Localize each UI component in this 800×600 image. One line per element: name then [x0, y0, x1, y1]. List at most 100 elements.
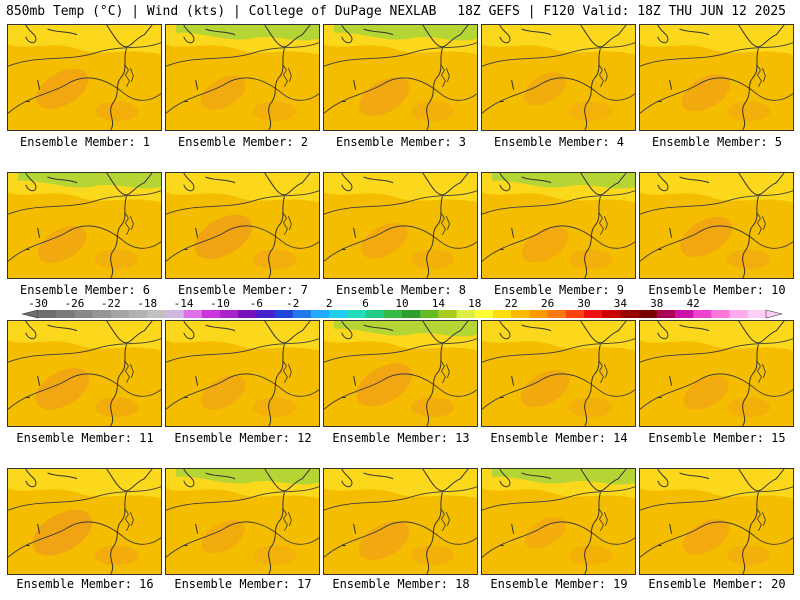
colorbar-swatch	[638, 310, 658, 318]
colorbar-swatch	[565, 310, 585, 318]
ensemble-panel-7	[165, 172, 320, 279]
colorbar-swatch	[456, 310, 476, 318]
ensemble-panel-20	[639, 468, 794, 575]
colorbar-swatch	[365, 310, 385, 318]
colorbar-tick-label: 42	[687, 297, 700, 310]
ensemble-panel-19	[481, 468, 636, 575]
colorbar-tick-label: -26	[64, 297, 84, 310]
temperature-map	[166, 469, 319, 574]
ensemble-panel-3	[323, 24, 478, 131]
ensemble-panel-15	[639, 320, 794, 427]
member-label: Ensemble Member: 1	[19, 135, 151, 149]
temperature-map	[324, 173, 477, 278]
colorbar-swatch	[329, 310, 348, 318]
colorbar-tick-label: 14	[432, 297, 446, 310]
colorbar-swatch	[56, 310, 75, 318]
temperature-map	[482, 469, 635, 574]
colorbar-tick-label: 38	[650, 297, 663, 310]
member-label: Ensemble Member: 6	[19, 283, 151, 297]
member-label: Ensemble Member: 17	[174, 577, 312, 591]
colorbar-tick-label: 6	[362, 297, 369, 310]
member-label: Ensemble Member: 20	[648, 577, 786, 591]
colorbar-tick-label: 2	[326, 297, 333, 310]
member-label: Ensemble Member: 3	[335, 135, 467, 149]
colorbar-swatch	[747, 310, 767, 318]
temperature-map	[482, 321, 635, 426]
colorbar-swatch	[238, 310, 257, 318]
temperature-map	[640, 25, 793, 130]
colorbar-tick-label: -22	[101, 297, 121, 310]
temperature-map	[8, 321, 161, 426]
colorbar-swatch	[474, 310, 494, 318]
temperature-map	[166, 173, 319, 278]
temperature-map	[640, 321, 793, 426]
colorbar-swatch	[220, 310, 239, 318]
temperature-map	[640, 469, 793, 574]
member-label: Ensemble Member: 18	[332, 577, 470, 591]
colorbar-swatch	[529, 310, 548, 318]
temperature-map	[8, 173, 161, 278]
colorbar-swatch	[110, 310, 130, 318]
ensemble-panel-5	[639, 24, 794, 131]
ensemble-panel-6	[7, 172, 162, 279]
colorbar-swatch	[656, 310, 676, 318]
colorbar-swatch	[274, 310, 294, 318]
ensemble-panel-12	[165, 320, 320, 427]
ensemble-panel-14	[481, 320, 636, 427]
colorbar-swatch	[547, 310, 567, 318]
temperature-map	[166, 25, 319, 130]
colorbar-swatch	[129, 310, 148, 318]
colorbar-swatch	[256, 310, 275, 318]
colorbar-tick-label: 30	[577, 297, 590, 310]
colorbar-swatch	[693, 310, 712, 318]
colorbar-swatch	[729, 310, 749, 318]
temperature-map	[640, 173, 793, 278]
temperature-map	[8, 25, 161, 130]
colorbar-swatch	[347, 310, 366, 318]
colorbar-swatch	[165, 310, 184, 318]
colorbar-swatch	[292, 310, 312, 318]
map-title: 850mb Temp (°C) | Wind (kts) | College o…	[6, 4, 437, 19]
colorbar-tick-label: 18	[468, 297, 481, 310]
ensemble-panel-8	[323, 172, 478, 279]
colorbar-swatch	[92, 310, 112, 318]
colorbar-swatch	[402, 310, 421, 318]
member-label: Ensemble Member: 9	[493, 283, 625, 297]
member-label: Ensemble Member: 7	[177, 283, 309, 297]
colorbar-tick-label: -6	[250, 297, 263, 310]
temperature-map	[482, 173, 635, 278]
member-label: Ensemble Member: 10	[648, 283, 786, 297]
colorbar-swatch	[201, 310, 221, 318]
temperature-map	[8, 469, 161, 574]
ensemble-panel-1	[7, 24, 162, 131]
colorbar-tick-label: -14	[174, 297, 194, 310]
temperature-map	[482, 25, 635, 130]
colorbar-swatch	[620, 310, 639, 318]
colorbar-tick-label: 10	[395, 297, 408, 310]
colorbar-swatch	[711, 310, 730, 318]
colorbar-swatch	[602, 310, 621, 318]
ensemble-panel-9	[481, 172, 636, 279]
member-label: Ensemble Member: 5	[651, 135, 783, 149]
colorbar-swatch	[493, 310, 512, 318]
colorbar-swatch	[183, 310, 203, 318]
colorbar-swatch	[438, 310, 457, 318]
colorbar-swatch	[675, 310, 694, 318]
colorbar-tick-label: 26	[541, 297, 554, 310]
ensemble-panel-10	[639, 172, 794, 279]
temperature-colorbar: -30 -26 -22 -18 -14 -10 -6 -2 2 6 10 14 18 22 26 30 34 38…	[0, 296, 800, 322]
temperature-map	[324, 469, 477, 574]
member-label: Ensemble Member: 2	[177, 135, 309, 149]
member-label: Ensemble Member: 13	[332, 431, 470, 445]
colorbar-tick-label: 34	[614, 297, 628, 310]
colorbar-swatch	[74, 310, 93, 318]
temperature-map	[166, 321, 319, 426]
temperature-map	[324, 25, 477, 130]
ensemble-panel-16	[7, 468, 162, 575]
member-label: Ensemble Member: 16	[16, 577, 154, 591]
colorbar-tick-label: -18	[137, 297, 157, 310]
member-label: Ensemble Member: 19	[490, 577, 628, 591]
ensemble-panel-18	[323, 468, 478, 575]
colorbar-tick-label: -30	[28, 297, 48, 310]
colorbar-tick-label: 22	[505, 297, 518, 310]
